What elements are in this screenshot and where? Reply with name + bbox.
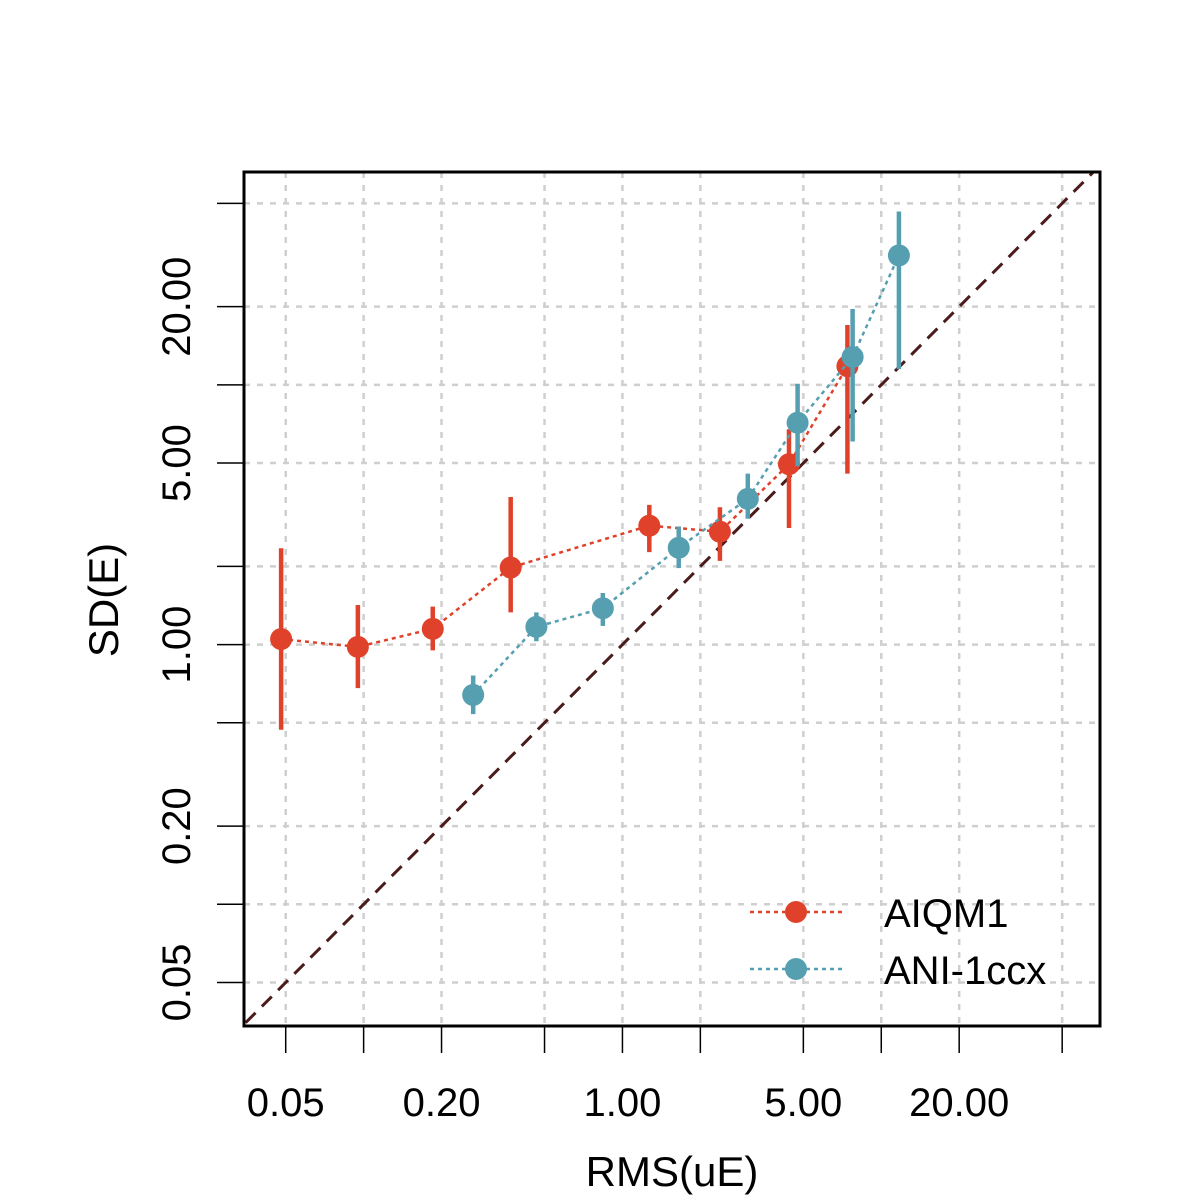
y-tick-label: 0.20 — [155, 787, 199, 865]
data-point — [708, 520, 731, 543]
x-tick-label: 1.00 — [584, 1081, 662, 1125]
y-tick-label: 0.05 — [155, 944, 199, 1022]
data-point — [270, 628, 293, 651]
series-ani-1ccx — [462, 211, 910, 715]
x-axis: 0.05 0.20 1.00 5.00 20.00 — [247, 1026, 1063, 1125]
identity-reference-line — [244, 172, 1096, 1026]
data-point — [736, 487, 759, 510]
y-axis: 0.05 0.20 1.00 5.00 20.00 — [155, 202, 244, 1022]
data-point — [841, 346, 864, 369]
y-tick-label: 5.00 — [155, 424, 199, 502]
y-tick-label: 1.00 — [155, 606, 199, 684]
data-point — [525, 615, 548, 638]
x-tick-label: 0.20 — [403, 1081, 481, 1125]
legend-marker-aiqm1 — [785, 901, 807, 923]
data-point — [786, 411, 809, 434]
x-tick-label: 5.00 — [764, 1081, 842, 1125]
x-tick-label: 20.00 — [909, 1081, 1009, 1125]
data-point — [346, 635, 369, 658]
data-point — [667, 536, 690, 559]
reference-line-group — [244, 172, 1096, 1026]
x-tick-label: 0.05 — [247, 1081, 325, 1125]
plot-area-frame — [242, 170, 1102, 1028]
data-point — [777, 453, 800, 476]
data-point — [499, 556, 522, 579]
series-line-ani-1ccx — [472, 254, 901, 696]
x-axis-title: RMS(uE) — [586, 1148, 759, 1195]
data-point — [421, 617, 444, 640]
legend-label-ani-1ccx: ANI-1ccx — [884, 949, 1046, 993]
data-point — [591, 597, 614, 620]
series-line-aiqm1 — [280, 365, 849, 649]
data-point — [638, 514, 661, 537]
data-point — [462, 683, 485, 706]
y-tick-label: 20.00 — [155, 257, 199, 357]
series-group — [270, 211, 910, 730]
y-axis-title: SD(E) — [80, 543, 127, 657]
legend: AIQM1 ANI-1ccx — [750, 892, 1046, 993]
series-aiqm1 — [270, 325, 859, 730]
legend-label-aiqm1: AIQM1 — [884, 892, 1008, 936]
data-point — [887, 244, 910, 267]
legend-marker-ani-1ccx — [785, 958, 807, 980]
